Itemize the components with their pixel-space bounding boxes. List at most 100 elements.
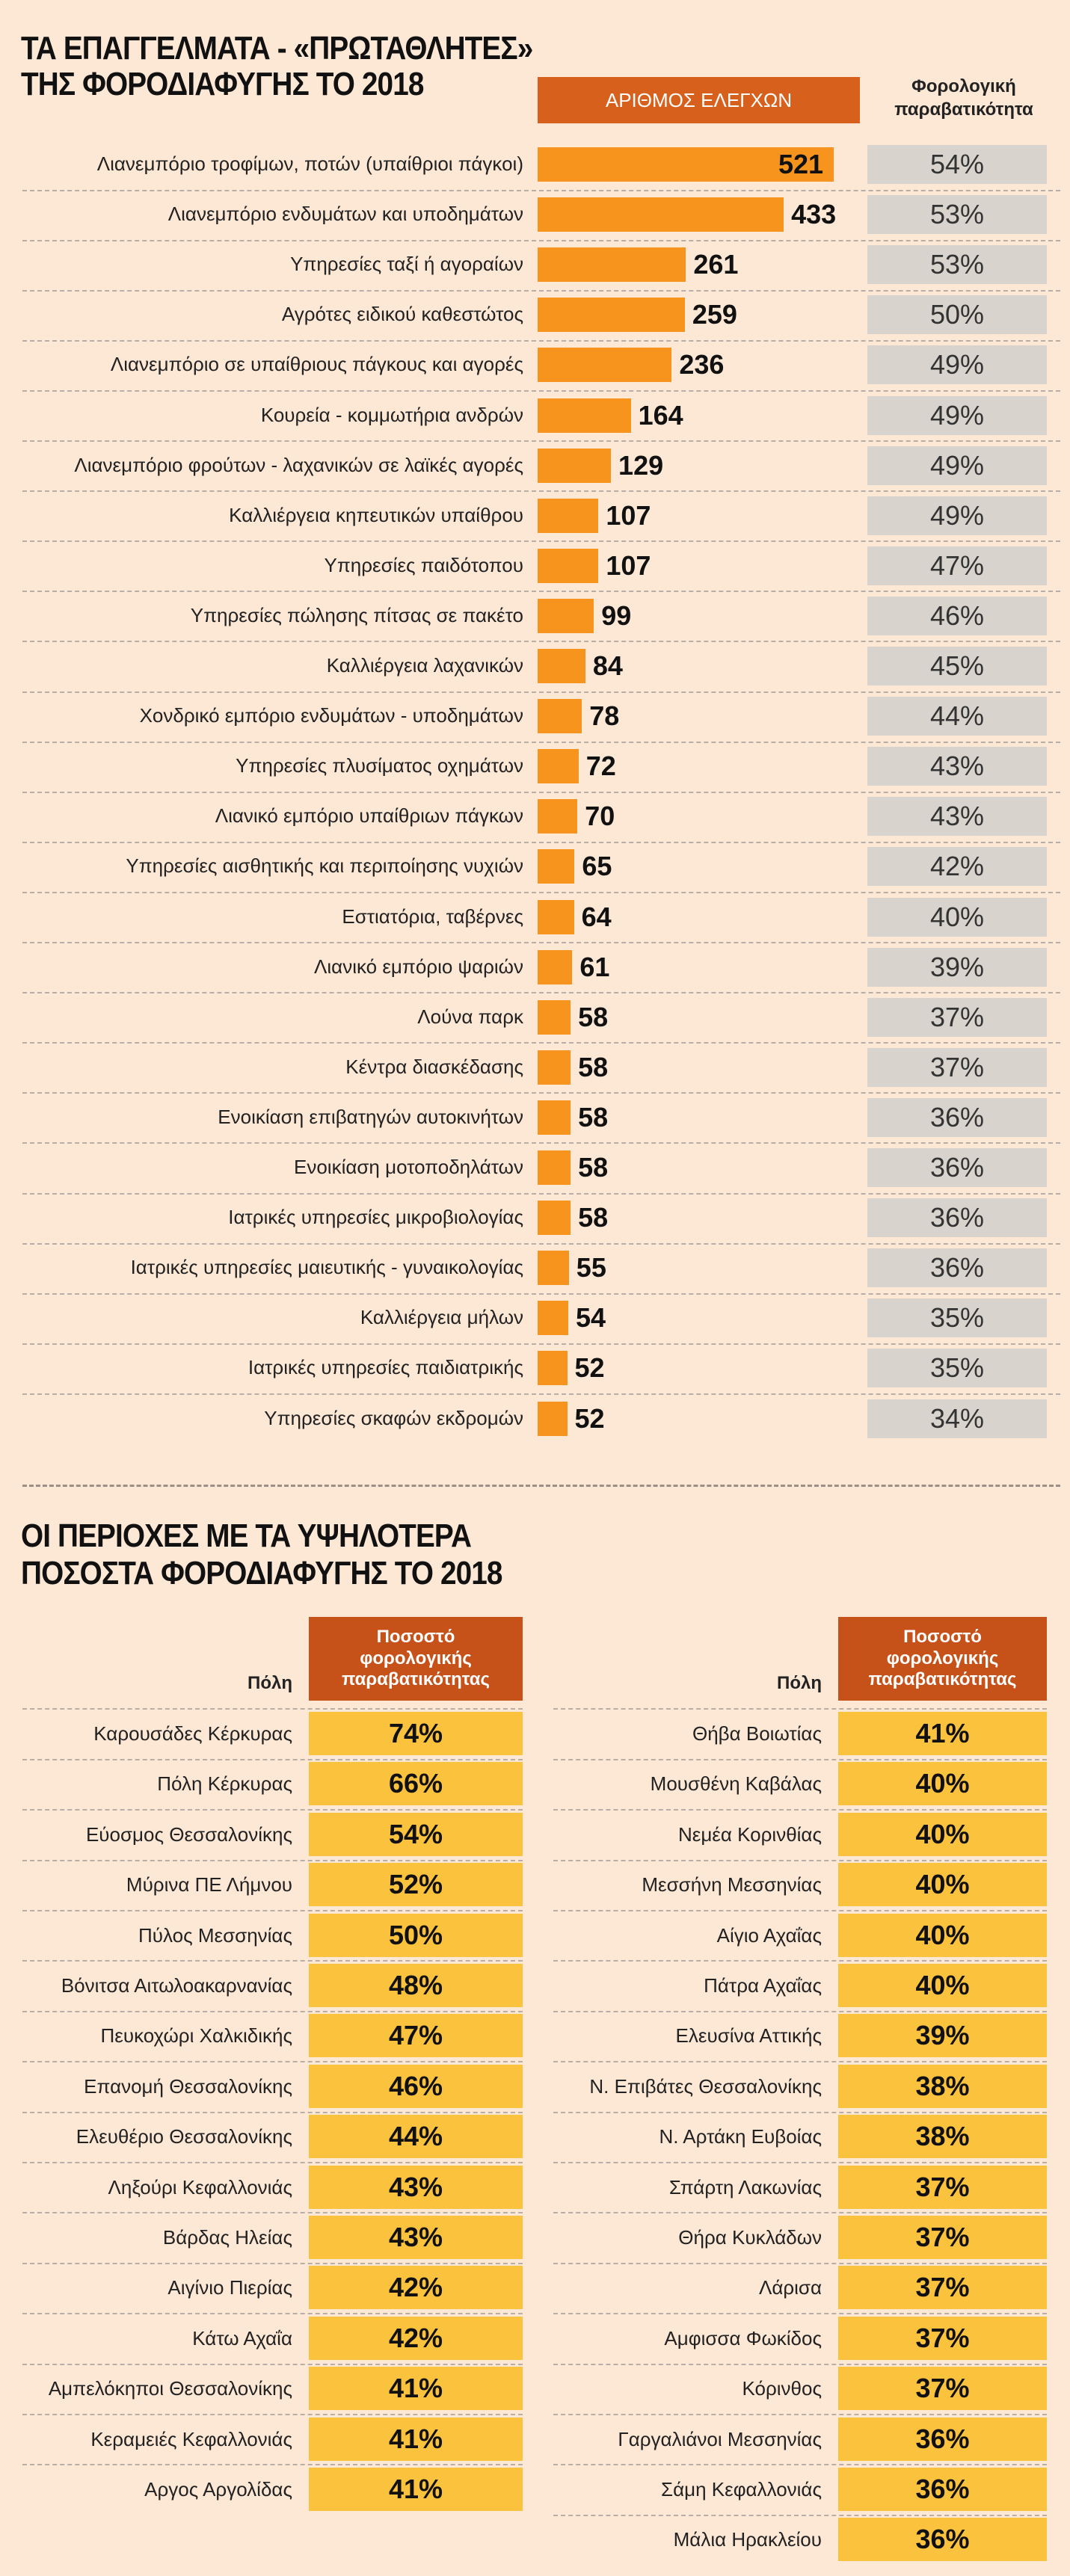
value-label: 54 <box>576 1302 606 1334</box>
value-label: 52 <box>574 1352 605 1384</box>
city-name: Πευκοχώρι Χαλκιδικής <box>100 2024 292 2047</box>
rate-cell: 40% <box>838 1913 1047 1957</box>
row-separator <box>553 1708 1047 1710</box>
city-name: Κόρινθος <box>742 2377 822 2400</box>
row-separator <box>22 1859 523 1861</box>
row-separator <box>22 189 1060 191</box>
row-separator <box>22 1092 1060 1094</box>
row-separator <box>22 741 1060 743</box>
value-label: 61 <box>579 951 610 982</box>
row-separator <box>22 1142 1060 1144</box>
category-label: Υπηρεσίες πώλησης πίτσας σε πακέτο <box>190 603 523 626</box>
section-title: ΠΟΣΟΣΤΑ ΦΟΡΟΔΙΑΦΥΓΗΣ ΤΟ 2018 <box>21 1555 502 1591</box>
category-label: Υπηρεσίες αισθητικής και περιποίησης νυχ… <box>126 854 523 878</box>
row-separator <box>22 1393 1060 1395</box>
bar <box>538 598 594 633</box>
rate-cell: 50% <box>309 1913 523 1957</box>
rate-cell: 37% <box>838 2216 1047 2259</box>
rate-cell: 41% <box>838 1712 1047 1755</box>
row-separator <box>22 2262 523 2264</box>
rate-cell: 36% <box>838 2518 1047 2562</box>
row-separator <box>22 389 1060 392</box>
category-label: Ιατρικές υπηρεσίες παιδιατρικής <box>247 1356 523 1379</box>
rate-cell: 47% <box>309 2014 523 2058</box>
row-separator <box>22 339 1060 342</box>
city-name: Ελευθέριο Θεσσαλονίκης <box>76 2125 292 2148</box>
row-separator <box>22 2363 523 2365</box>
row-separator <box>22 992 1060 994</box>
value-label: 99 <box>601 600 632 631</box>
rate-cell: 42% <box>867 847 1047 887</box>
value-label: 65 <box>582 851 612 882</box>
bar <box>538 649 585 683</box>
row-separator <box>22 1242 1060 1245</box>
row-separator <box>22 591 1060 593</box>
row-separator <box>553 2010 1047 2012</box>
bar <box>538 398 631 433</box>
city-name: Γαργαλιάνοι Μεσσηνίας <box>618 2427 822 2450</box>
category-label: Υπηρεσίες σκαφών εκδρομών <box>264 1406 523 1429</box>
rate-cell: 46% <box>867 596 1047 635</box>
row-separator <box>553 2111 1047 2113</box>
bar <box>538 147 834 182</box>
value-label: 261 <box>693 249 739 280</box>
rate-cell: 49% <box>867 395 1047 435</box>
rate-cell: 40% <box>838 1964 1047 2007</box>
rate-cell: 35% <box>867 1298 1047 1338</box>
value-label: 58 <box>578 1051 609 1082</box>
rate-cell: 38% <box>838 2115 1047 2159</box>
rate-cell: 39% <box>867 947 1047 987</box>
row-separator <box>22 1758 523 1760</box>
value-label: 259 <box>692 299 737 330</box>
row-separator <box>22 1960 523 1962</box>
rate-cell: 36% <box>867 1148 1047 1187</box>
row-separator <box>553 2262 1047 2264</box>
rate-cell: 43% <box>309 2216 523 2259</box>
row-separator <box>553 1859 1047 1861</box>
chart-title: ΤΑ ΕΠΑΓΓΕΛΜΑΤΑ - «ΠΡΩΤΑΘΛΗΤΕΣ» <box>21 30 533 67</box>
category-label: Υπηρεσίες πλυσίματος οχημάτων <box>236 754 523 777</box>
chart-title: ΤΗΣ ΦΟΡΟΔΙΑΦΥΓΗΣ ΤΟ 2018 <box>21 66 424 102</box>
city-name: Ν. Επιβάτες Θεσσαλονίκης <box>589 2074 822 2098</box>
row-separator <box>553 1758 1047 1760</box>
rate-cell: 48% <box>309 1964 523 2007</box>
rate-header: Φορολογική παραβατικότητα <box>894 76 1033 120</box>
category-label: Λιανεμπόριο τροφίμων, ποτών (υπαίθριοι π… <box>96 152 523 175</box>
category-label: Υπηρεσίες ταξί ή αγοραίων <box>290 253 523 276</box>
city-name: Ληξούρι Κεφαλλονιάς <box>108 2175 292 2198</box>
value-label: 52 <box>574 1402 605 1434</box>
bar <box>538 999 571 1035</box>
section-title: ΟΙ ΠΕΡΙΟΧΕΣ ΜΕ ΤΑ ΥΨΗΛΟΤΕΡΑ <box>21 1517 472 1554</box>
city-name: Επανομή Θεσσαλονίκης <box>84 2074 292 2098</box>
bar <box>538 298 685 333</box>
value-label: 64 <box>581 901 612 932</box>
section-divider <box>22 1485 1060 1487</box>
rate-cell: 44% <box>309 2115 523 2159</box>
category-label: Κουρεία - κομμωτήρια ανδρών <box>260 403 523 426</box>
city-name: Αμπελόκηποι Θεσσαλονίκης <box>48 2377 292 2400</box>
bar <box>538 247 686 283</box>
city-name: Πάτρα Αχαΐας <box>704 1974 822 1997</box>
rate-cell: 38% <box>838 2064 1047 2108</box>
row-separator <box>22 891 1060 893</box>
city-name: Σπάρτη Λακωνίας <box>668 2175 822 2198</box>
city-name: Μύρινα ΠΕ Λήμνου <box>126 1873 292 1896</box>
row-separator <box>22 942 1060 944</box>
city-name: Νεμέα Κορινθίας <box>677 1822 822 1846</box>
rate-cell: 40% <box>838 1812 1047 1856</box>
rate-cell: 49% <box>867 345 1047 385</box>
rate-cell: 74% <box>309 1712 523 1755</box>
bar <box>538 1201 571 1236</box>
rate-cell: 41% <box>309 2367 523 2411</box>
rate-cell: 42% <box>309 2316 523 2360</box>
row-separator <box>22 2464 523 2466</box>
rate-cell: 40% <box>838 1863 1047 1907</box>
bar <box>538 749 579 784</box>
value-label: 55 <box>576 1252 606 1284</box>
row-separator <box>22 2313 523 2315</box>
city-name: Αίγιο Αχαΐας <box>716 1923 822 1947</box>
bar <box>538 1351 568 1386</box>
rate-cell: 43% <box>309 2165 523 2209</box>
row-separator <box>553 2313 1047 2315</box>
